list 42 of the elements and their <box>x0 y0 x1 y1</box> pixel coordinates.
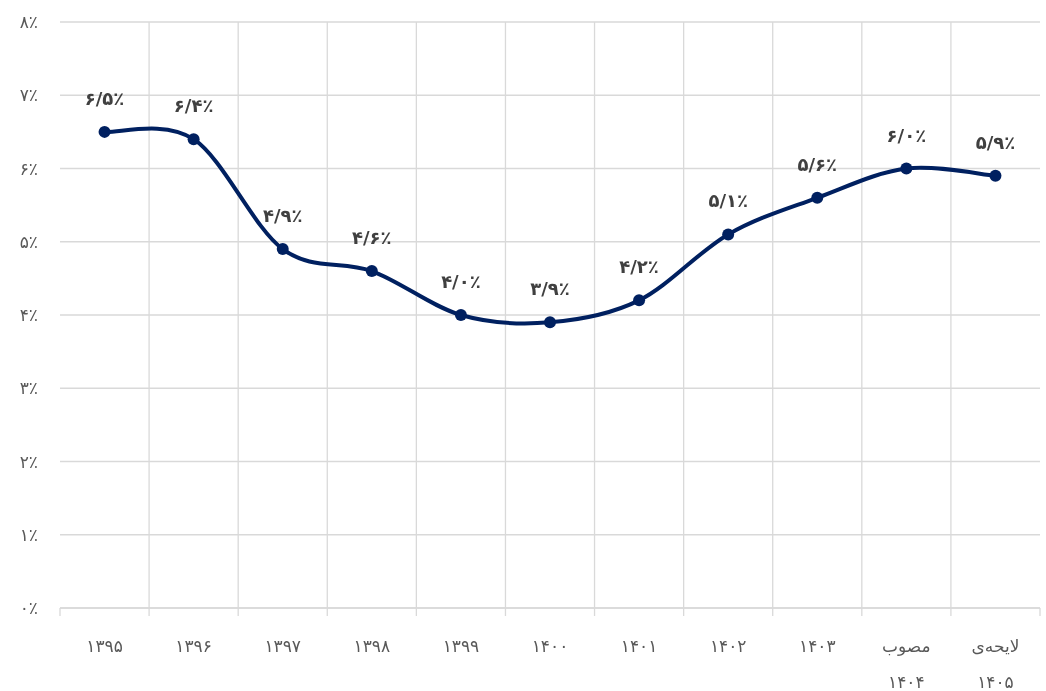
data-label: ۵/۹٪ <box>975 131 1016 153</box>
x-tick-label: مصوب ۱۴۰۴ <box>882 636 931 691</box>
y-tick-label: ۲٪ <box>19 451 38 472</box>
point <box>633 294 646 307</box>
y-tick-label: ۶٪ <box>19 158 38 179</box>
x-tick-label: ۱۳۹۵ <box>86 636 123 656</box>
data-label: ۶/۵٪ <box>84 87 125 109</box>
x-tick-label: ۱۴۰۲ <box>709 636 747 656</box>
data-label: ۵/۱٪ <box>708 190 748 212</box>
point <box>722 228 735 241</box>
x-tick-label: ۱۴۰۱ <box>620 636 658 656</box>
point <box>544 316 556 329</box>
data-label: ۴/۲٪ <box>619 256 659 278</box>
data-label: ۶/۴٪ <box>173 95 214 117</box>
point <box>276 243 289 256</box>
point <box>365 265 378 278</box>
point <box>989 169 1002 182</box>
x-tick-label: ۱۴۰۳ <box>799 636 836 656</box>
y-tick-label: ۱٪ <box>19 524 38 545</box>
y-tick-label: ۳٪ <box>19 378 38 399</box>
y-tick-label: ۷٪ <box>19 85 38 106</box>
y-tick-label: ۸٪ <box>19 12 38 32</box>
data-label: ۴/۶٪ <box>352 227 392 249</box>
point <box>98 125 111 138</box>
point <box>187 133 200 146</box>
x-tick-label: ۱۳۹۶ <box>175 636 212 656</box>
x-tick-label: ۱۳۹۸ <box>353 636 391 656</box>
y-tick-label: ۵٪ <box>19 231 38 252</box>
data-label: ۳/۹٪ <box>530 278 570 300</box>
y-tick-label: ۰٪ <box>19 598 38 618</box>
data-label: ۴/۹٪ <box>262 205 303 227</box>
point <box>811 191 824 204</box>
data-label: ۴/۰٪ <box>441 271 481 292</box>
x-tick-label: لایحه‌ی ۱۴۰۵ <box>971 636 1020 691</box>
data-label: ۵/۶٪ <box>797 153 838 175</box>
x-tick-label: ۱۳۹۹ <box>442 636 480 656</box>
point <box>454 309 467 321</box>
data-label: ۶/۰٪ <box>886 124 927 146</box>
point <box>900 162 913 175</box>
x-tick-label: ۱۳۹۷ <box>264 636 301 656</box>
x-tick-label: ۱۴۰۰ <box>531 636 569 656</box>
y-tick-label: ۴٪ <box>19 305 38 325</box>
